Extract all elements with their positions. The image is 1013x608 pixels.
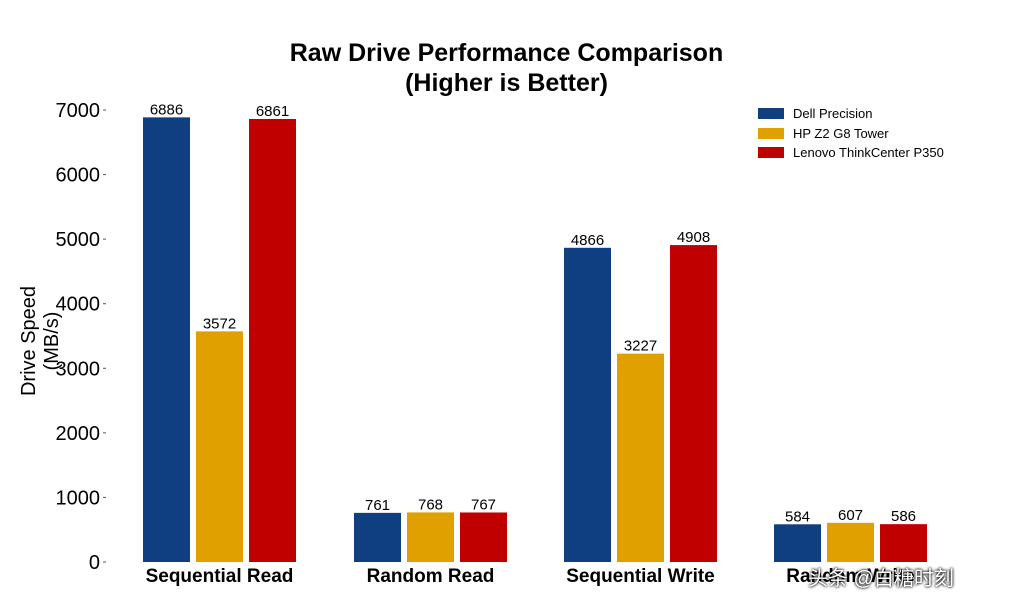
x-tick-label: Random Write	[786, 566, 914, 587]
bar-value-label: 4908	[677, 229, 710, 246]
y-tick-label: 1000	[56, 487, 101, 509]
bar-value-label: 6886	[150, 101, 183, 118]
legend: Dell Precision HP Z2 G8 Tower Lenovo Thi…	[758, 104, 944, 163]
bar	[617, 353, 664, 562]
y-tick-label: 4000	[56, 294, 101, 316]
legend-swatch-lenovo	[758, 147, 784, 159]
bar-value-label: 3572	[203, 315, 236, 332]
legend-item-dell: Dell Precision	[758, 104, 944, 124]
bar-value-label: 586	[891, 508, 916, 525]
bar	[880, 524, 927, 562]
bar	[249, 118, 296, 562]
bar	[143, 117, 190, 562]
legend-label-lenovo: Lenovo ThinkCenter P350	[793, 145, 944, 161]
y-tick-label: 0	[89, 552, 100, 574]
chart-title-line-1: Raw Drive Performance Comparison	[289, 39, 724, 67]
bar-value-label: 4866	[571, 232, 604, 249]
bar	[460, 512, 507, 562]
bar-value-label: 607	[838, 507, 863, 524]
legend-item-hp: HP Z2 G8 Tower	[758, 124, 944, 144]
bar	[670, 245, 717, 562]
bar-value-label: 761	[365, 497, 390, 514]
bar-value-label: 6861	[256, 103, 289, 120]
x-tick-label: Sequential Read	[146, 566, 294, 587]
bar	[827, 522, 874, 562]
y-tick-label: 2000	[56, 423, 101, 445]
bar-value-label: 3227	[624, 338, 657, 355]
chart-title-line-2: (Higher is Better)	[405, 69, 608, 97]
x-tick-label: Random Read	[367, 566, 495, 587]
bar	[407, 512, 454, 562]
bar	[354, 512, 401, 562]
y-tick-label: 6000	[56, 165, 101, 187]
y-tick-label: 3000	[56, 358, 101, 380]
legend-label-hp: HP Z2 G8 Tower	[793, 125, 889, 141]
y-tick-label: 5000	[56, 229, 101, 251]
bar	[196, 331, 243, 562]
y-tick-label: 7000	[56, 100, 101, 122]
bar-value-label: 584	[785, 508, 810, 525]
x-tick-label: Sequential Write	[566, 566, 715, 587]
bar-value-label: 767	[471, 496, 496, 513]
bar-value-label: 768	[418, 496, 443, 513]
legend-swatch-hp	[758, 127, 784, 139]
bar	[774, 524, 821, 562]
watermark: 头条 @白糖时刻	[808, 568, 954, 590]
legend-swatch-dell	[758, 108, 784, 120]
bar	[564, 247, 611, 563]
legend-item-lenovo: Lenovo ThinkCenter P350	[758, 143, 944, 163]
chart-title: Raw Drive Performance Comparison (Higher…	[0, 38, 1013, 98]
legend-label-dell: Dell Precision	[793, 106, 873, 122]
